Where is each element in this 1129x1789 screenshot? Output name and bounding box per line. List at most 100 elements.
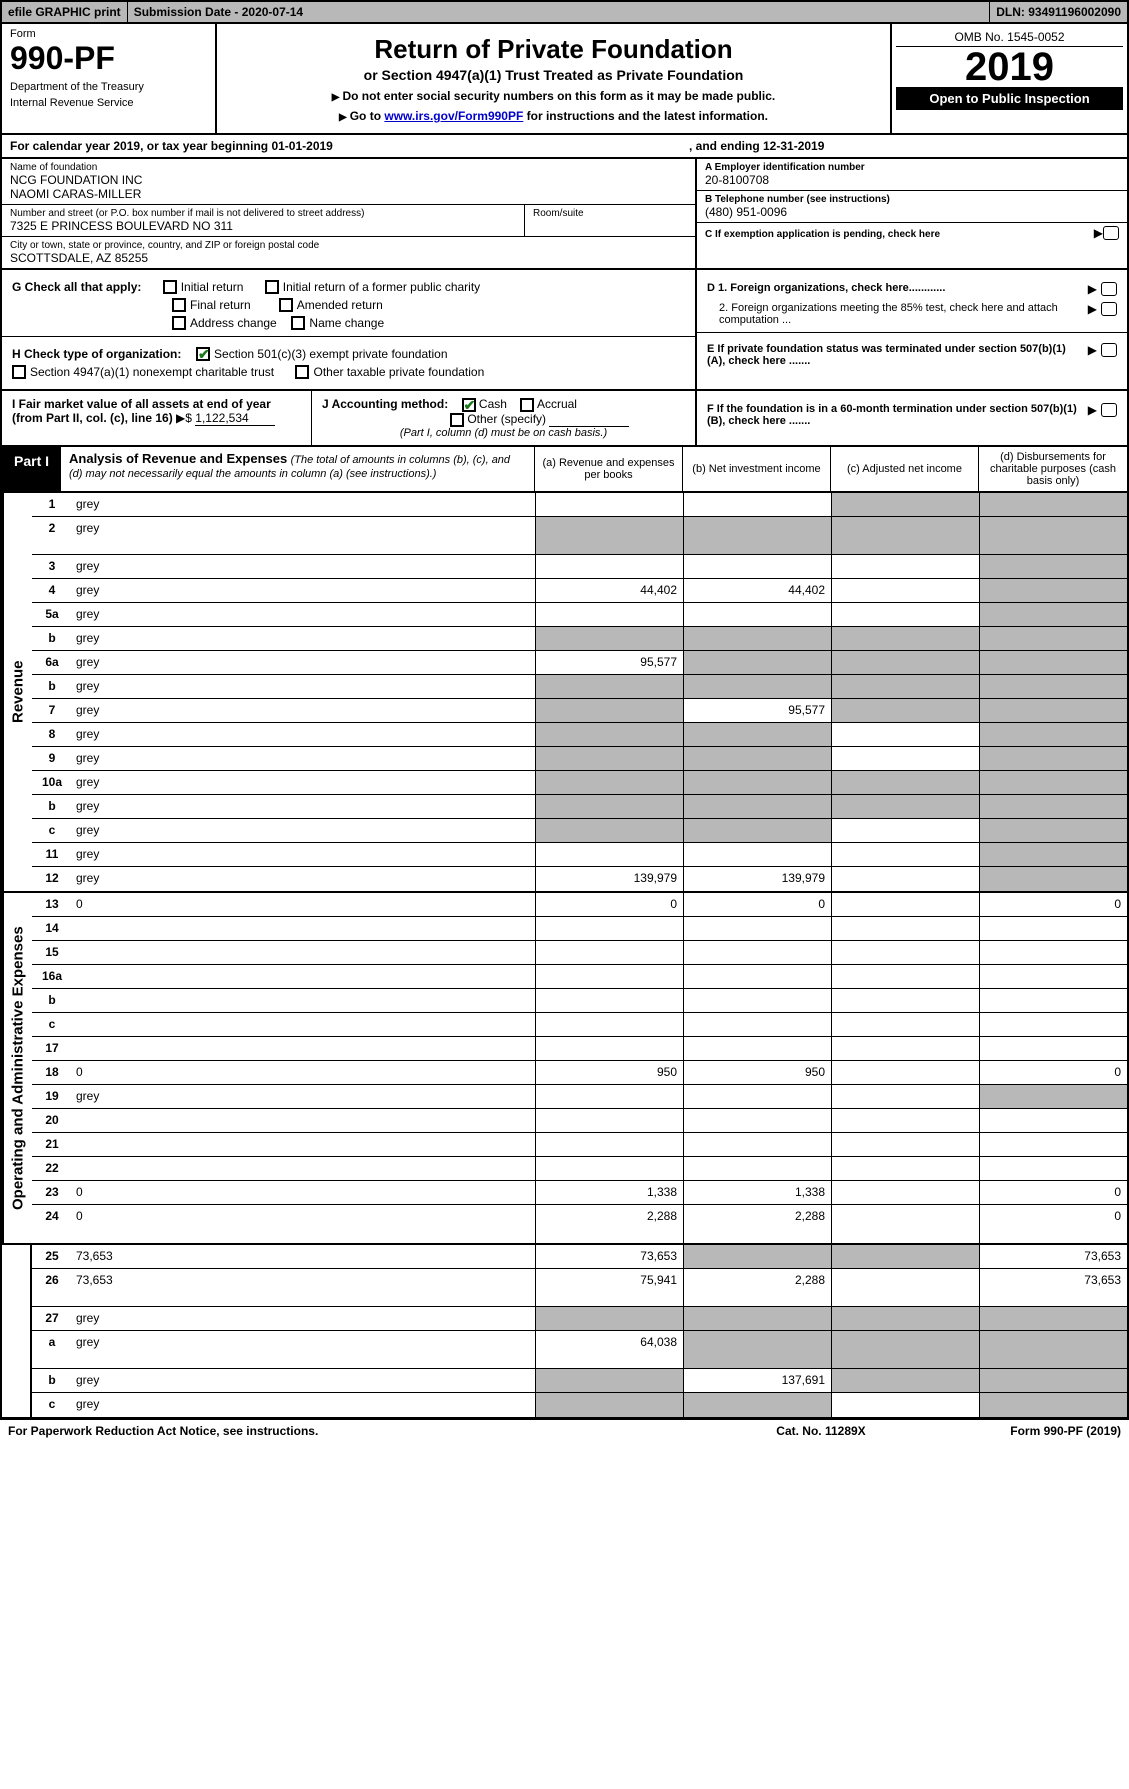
row-10a: 10a grey [32,771,1127,795]
col-a-header: (a) Revenue and expenses per books [535,447,683,491]
irs-link[interactable]: www.irs.gov/Form990PF [384,109,523,123]
chk-e[interactable] [1101,343,1117,357]
box-c-checkbox[interactable] [1103,226,1119,240]
row-4: 4 grey 44,40244,402 [32,579,1127,603]
open-public-badge: Open to Public Inspection [896,87,1123,110]
chk-amended-return[interactable] [279,298,293,312]
box-j-label: J Accounting method: [322,397,448,411]
part1-header: Part I Analysis of Revenue and Expenses … [0,447,1129,493]
row-17: 17 [32,1037,1127,1061]
box-h-label: H Check type of organization: [12,347,181,361]
row-27: 27 grey [32,1307,1127,1331]
name-label: Name of foundation [10,162,687,173]
box-c-text: C If exemption application is pending, c… [705,229,1094,240]
form-title-area: Return of Private Foundation or Section … [217,24,892,133]
row-c: c [32,1013,1127,1037]
calendar-year-row: For calendar year 2019, or tax year begi… [0,135,1129,159]
chk-other-taxable[interactable] [295,365,309,379]
chk-address-change[interactable] [172,316,186,330]
row-13: 13 0 000 [32,893,1127,917]
box-e-text: E If private foundation status was termi… [707,343,1084,367]
row-24: 24 0 2,2882,2880 [32,1205,1127,1243]
row-5a: 5a grey [32,603,1127,627]
row-16a: 16a [32,965,1127,989]
chk-cash[interactable] [462,398,476,412]
row-22: 22 [32,1157,1127,1181]
chk-f[interactable] [1101,403,1117,417]
row-25: 25 73,653 73,65373,653 [32,1245,1127,1269]
form-note1: Do not enter social security numbers on … [237,89,870,103]
row-b: b grey [32,675,1127,699]
row-23: 23 0 1,3381,3380 [32,1181,1127,1205]
top-bar: efile GRAPHIC print Submission Date - 20… [0,0,1129,24]
row-12: 12 grey 139,979139,979 [32,867,1127,891]
box-d1-text: D 1. Foreign organizations, check here..… [707,282,1084,296]
city-label: City or town, state or province, country… [10,240,687,251]
row-2: 2 grey [32,517,1127,555]
entity-info: Name of foundation NCG FOUNDATION INC NA… [0,159,1129,270]
row-1: 1 grey [32,493,1127,517]
row-9: 9 grey [32,747,1127,771]
section-g-h-d-e: G Check all that apply: Initial return I… [0,270,1129,391]
tax-year: 2019 [896,47,1123,87]
row-6a: 6a grey 95,577 [32,651,1127,675]
row-14: 14 [32,917,1127,941]
ein-label: A Employer identification number [705,162,1119,173]
form-title: Return of Private Foundation [237,34,870,65]
chk-501c3[interactable] [196,347,210,361]
ein-value: 20-8100708 [705,173,1119,187]
dept-irs: Internal Revenue Service [10,97,207,109]
chk-final-return[interactable] [172,298,186,312]
phone-value: (480) 951-0096 [705,205,1119,219]
part1-title: Analysis of Revenue and Expenses [69,451,287,466]
revenue-side-label: Revenue [2,493,32,891]
street-address: 7325 E PRINCESS BOULEVARD NO 311 [10,219,516,233]
box-f-text: F If the foundation is in a 60-month ter… [707,403,1084,427]
cat-number: Cat. No. 11289X [721,1424,921,1438]
foundation-name2: NAOMI CARAS-MILLER [10,187,687,201]
row-18: 18 0 9509500 [32,1061,1127,1085]
form-ref: Form 990-PF (2019) [921,1424,1121,1438]
form-identifier: Form 990-PF Department of the Treasury I… [2,24,217,133]
chk-initial-former[interactable] [265,280,279,294]
bottom-section: 25 73,653 73,65373,653 26 73,653 75,9412… [0,1245,1129,1419]
efile-label[interactable]: efile GRAPHIC print [2,2,128,22]
form-number: 990-PF [10,40,207,77]
part1-label: Part I [2,447,61,491]
revenue-section: Revenue 1 grey 2 grey 3 grey 4 grey 44,4… [0,493,1129,893]
foundation-name1: NCG FOUNDATION INC [10,173,687,187]
chk-accrual[interactable] [520,398,534,412]
chk-d2[interactable] [1101,302,1117,316]
expenses-side-label: Operating and Administrative Expenses [2,893,32,1243]
row-26: 26 73,653 75,9412,28873,653 [32,1269,1127,1307]
chk-name-change[interactable] [291,316,305,330]
dln: DLN: 93491196002090 [990,2,1127,22]
paperwork-notice: For Paperwork Reduction Act Notice, see … [8,1424,721,1438]
row-a: a grey 64,038 [32,1331,1127,1369]
row-15: 15 [32,941,1127,965]
dept-treasury: Department of the Treasury [10,81,207,93]
form-subtitle: or Section 4947(a)(1) Trust Treated as P… [237,67,870,83]
submission-date: Submission Date - 2020-07-14 [128,2,991,22]
form-note2: Go to www.irs.gov/Form990PF for instruct… [237,109,870,123]
row-20: 20 [32,1109,1127,1133]
row-b: b [32,989,1127,1013]
row-19: 19 grey [32,1085,1127,1109]
col-d-header: (d) Disbursements for charitable purpose… [979,447,1127,491]
room-label: Room/suite [533,208,687,219]
row-b: b grey 137,691 [32,1369,1127,1393]
row-c: c grey [32,1393,1127,1417]
row-3: 3 grey [32,555,1127,579]
chk-initial-return[interactable] [163,280,177,294]
chk-d1[interactable] [1101,282,1117,296]
chk-other-method[interactable] [450,413,464,427]
form-label: Form [10,28,207,40]
addr-label: Number and street (or P.O. box number if… [10,208,516,219]
city-state-zip: SCOTTSDALE, AZ 85255 [10,251,687,265]
chk-4947a1[interactable] [12,365,26,379]
row-21: 21 [32,1133,1127,1157]
col-c-header: (c) Adjusted net income [831,447,979,491]
row-b: b grey [32,795,1127,819]
row-7: 7 grey 95,577 [32,699,1127,723]
phone-label: B Telephone number (see instructions) [705,194,1119,205]
